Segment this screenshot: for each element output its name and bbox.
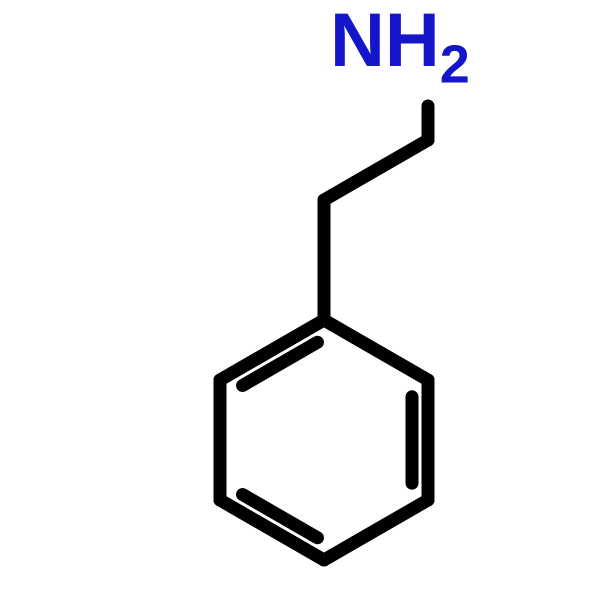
bond	[324, 500, 428, 560]
bond	[324, 140, 428, 200]
bond	[324, 320, 428, 380]
amine-label-subscript: 2	[440, 35, 470, 95]
molecule-structure: NH2	[0, 0, 600, 600]
amine-label-text: NH	[330, 0, 440, 83]
amine-label: NH2	[330, 0, 470, 95]
